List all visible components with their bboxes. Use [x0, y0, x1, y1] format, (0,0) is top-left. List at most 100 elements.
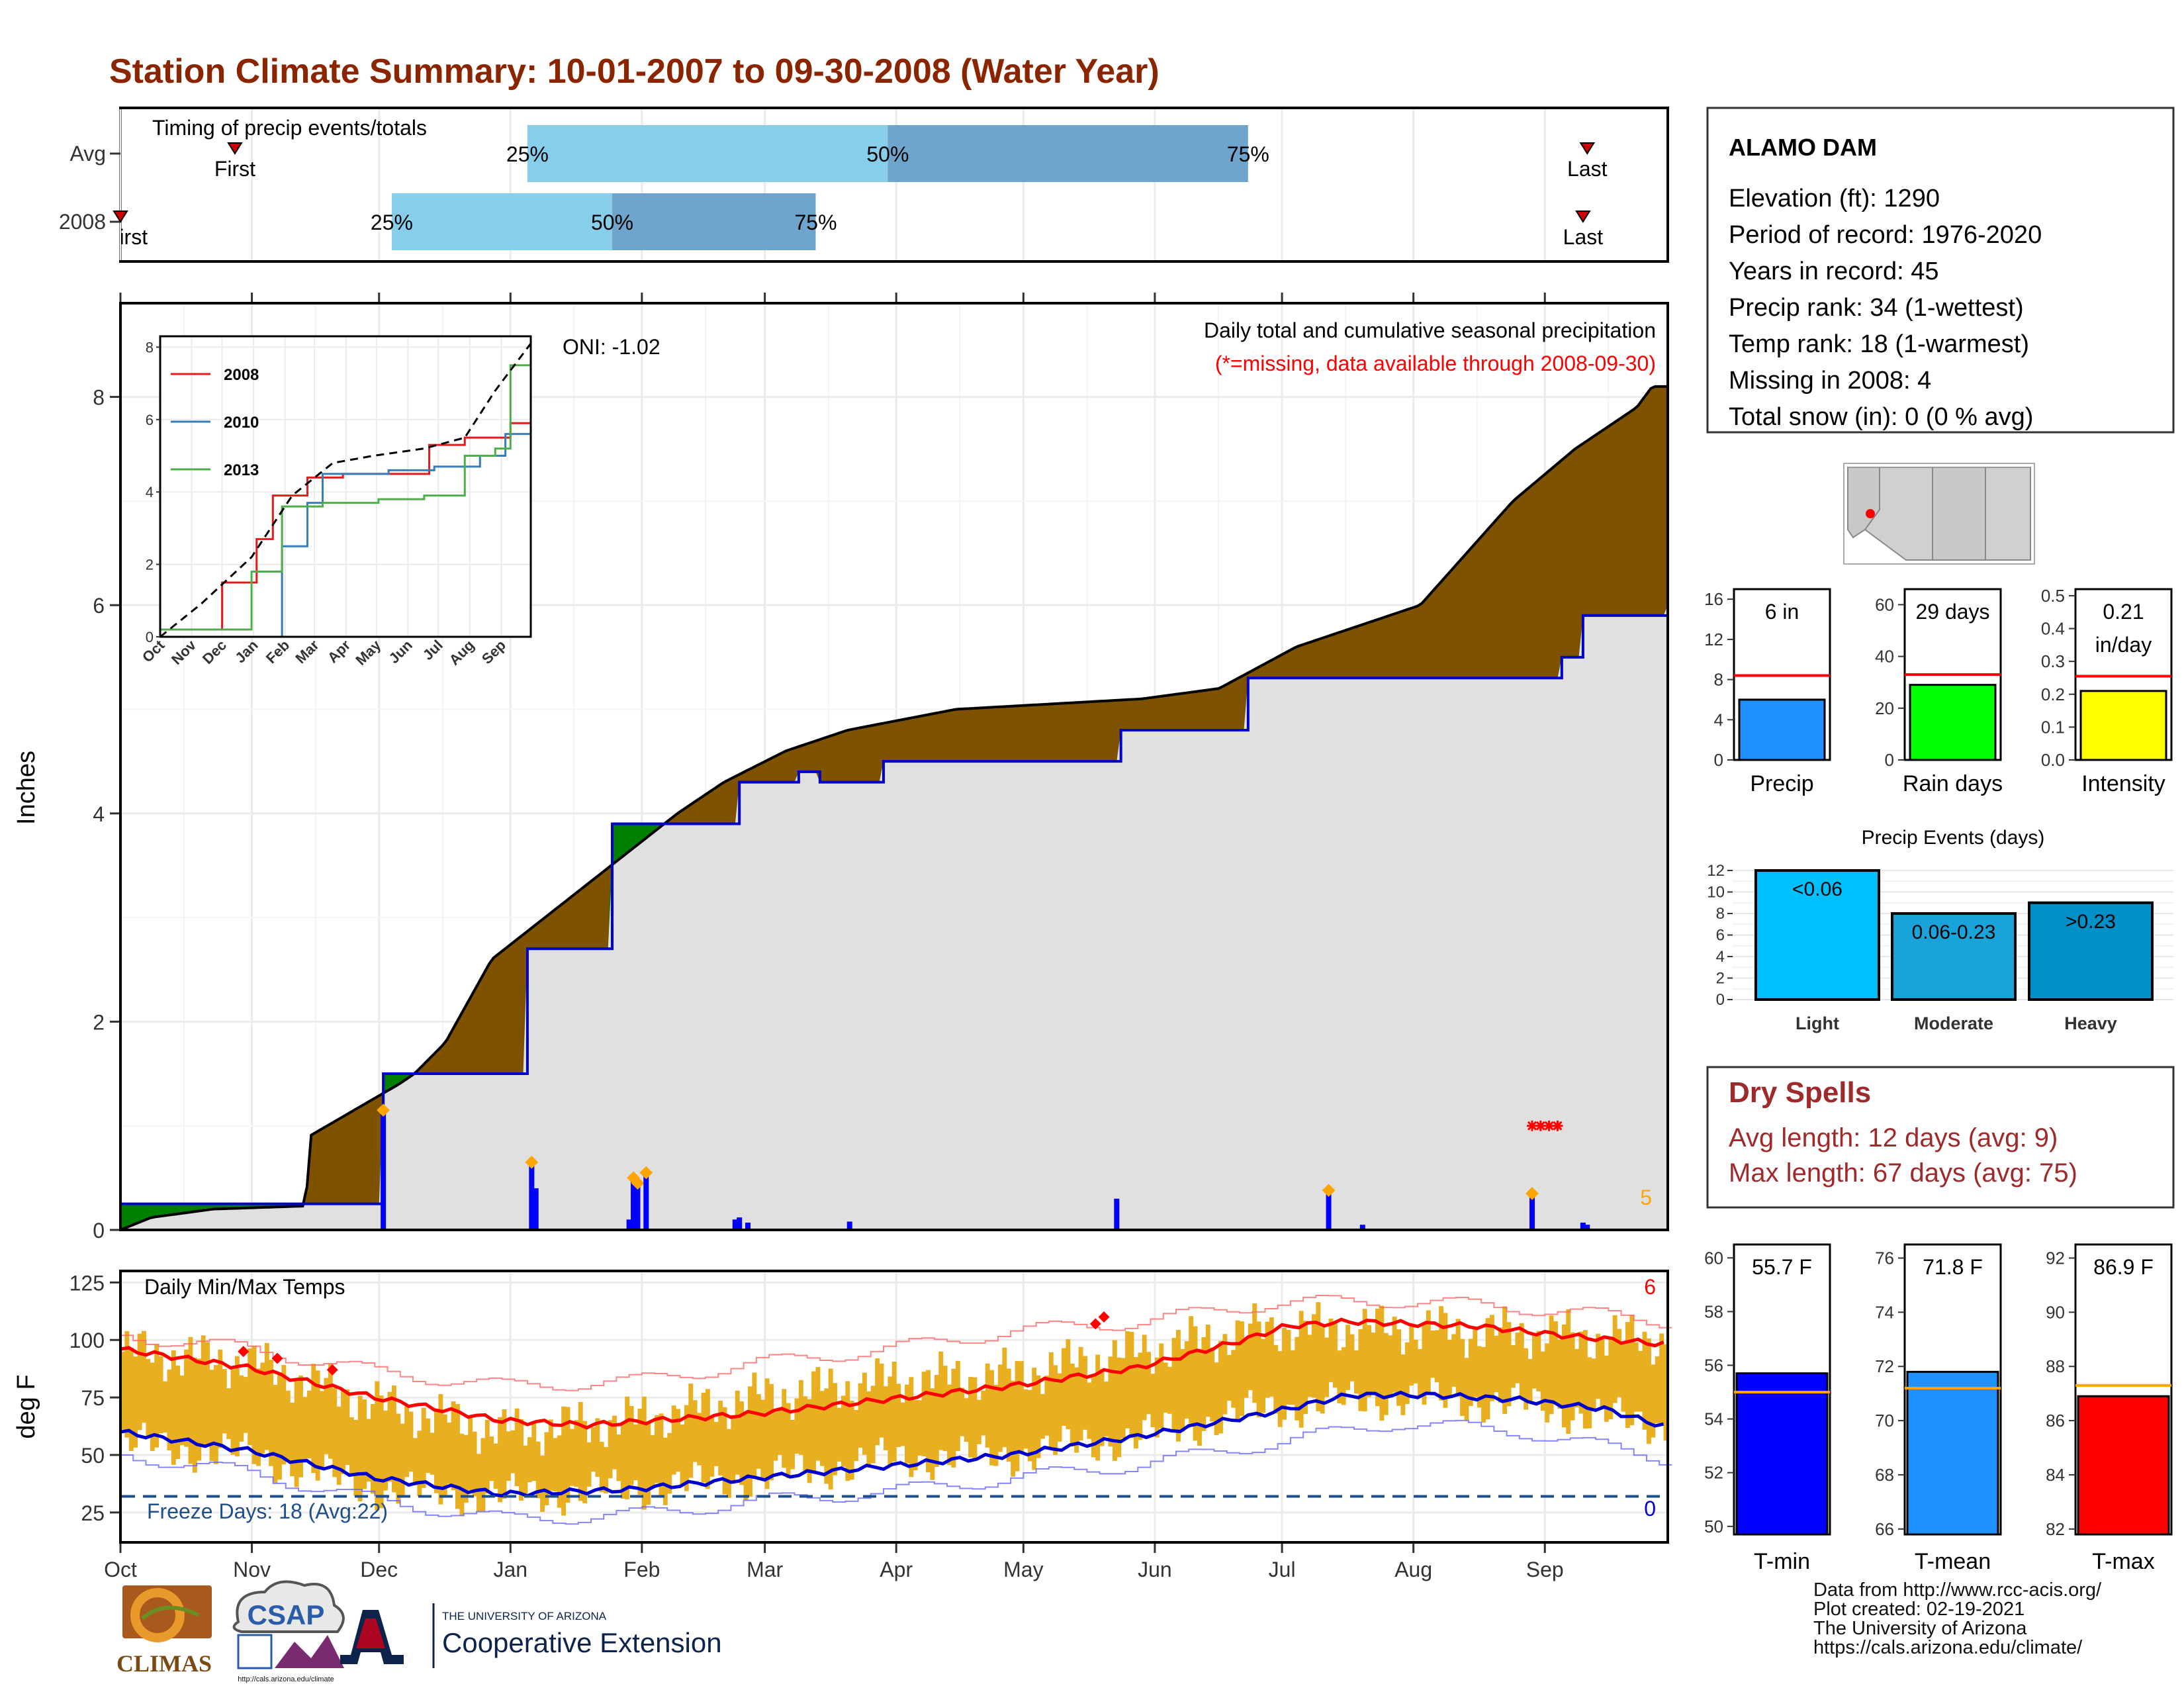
daily-temp-bar: [412, 1438, 418, 1485]
daily-temp-bar: [1053, 1365, 1058, 1455]
daily-temp-bar: [179, 1375, 185, 1446]
missing-data-marker: [1527, 1120, 1538, 1131]
daily-temp-bar: [451, 1401, 456, 1491]
daily-temp-bar: [752, 1372, 757, 1479]
daily-temp-bar: [960, 1387, 965, 1436]
small-bar-tick-label: 0.0: [2041, 750, 2065, 770]
daily-temp-bar: [273, 1384, 278, 1483]
temp-x-tick-label: Dec: [360, 1558, 398, 1581]
small-bar-tick-label: 0.3: [2041, 651, 2065, 671]
temp-bar-tick-label: 60: [1704, 1248, 1723, 1268]
daily-temp-bar: [1545, 1343, 1550, 1423]
daily-temp-bar: [976, 1399, 981, 1444]
daily-temp-bar: [1218, 1340, 1223, 1434]
daily-temp-bar: [1638, 1350, 1643, 1412]
daily-temp-bar: [447, 1422, 452, 1484]
daily-temp-bar: [1244, 1338, 1249, 1398]
daily-temp-bar: [375, 1381, 380, 1511]
inset-border: [159, 335, 532, 638]
missing-data-marker: [1535, 1120, 1546, 1131]
first-event-marker: [113, 211, 128, 223]
daily-precip-bar: [745, 1222, 751, 1230]
daily-temp-bar: [324, 1378, 329, 1454]
daily-temp-bar: [993, 1384, 999, 1466]
small-bar-tick-label: 16: [1704, 589, 1723, 609]
daily-temp-bar: [1655, 1356, 1660, 1423]
daily-temp-bar: [849, 1401, 854, 1480]
temp-daily-bars: [120, 1302, 1668, 1516]
avg-cumulative-line: [120, 385, 1668, 1231]
daily-temp-bar: [468, 1417, 473, 1490]
daily-temp-bar: [493, 1443, 498, 1489]
temp-y-tick-label: 25: [81, 1501, 105, 1525]
daily-temp-bar: [285, 1390, 291, 1462]
daily-temp-bar: [697, 1413, 702, 1466]
temp-bar-tick-label: 88: [2046, 1356, 2065, 1376]
daily-temp-bar: [1566, 1309, 1571, 1434]
last-event-marker: [1575, 211, 1591, 223]
daily-temp-bar: [243, 1377, 248, 1433]
station-info-box: ALAMO DAM Elevation (ft): 1290 Period of…: [1706, 107, 2175, 434]
daily-temp-bar: [891, 1361, 897, 1462]
temp-y-tick-label: 50: [81, 1444, 105, 1468]
daily-temp-bar: [1066, 1339, 1071, 1430]
small-bar-tick-label: 40: [1875, 647, 1894, 667]
daily-temp-bar: [662, 1437, 668, 1505]
daily-temp-bar: [175, 1365, 181, 1460]
daily-temp-bar: [684, 1405, 689, 1491]
daily-temp-bar: [1032, 1368, 1037, 1470]
inset-legend-label: 2008: [224, 366, 259, 384]
timing-panel: Timing of precip events/totals Avg 2008 …: [59, 107, 1669, 263]
daily-temp-bar: [1358, 1329, 1363, 1411]
daily-temp-bar: [281, 1365, 287, 1465]
daily-temp-bar: [302, 1397, 308, 1460]
daily-temp-bar: [1256, 1321, 1261, 1417]
daily-temp-bar: [362, 1399, 367, 1489]
daily-precip-bar: [1359, 1225, 1365, 1230]
daily-precip-bar: [1114, 1198, 1120, 1230]
temp-bar-value-label: 71.8 F: [1923, 1255, 1983, 1279]
daily-temp-bar: [535, 1441, 541, 1499]
temp-bar-tick-label: 76: [1875, 1248, 1894, 1268]
temp-bar-category-label: T-mean: [1915, 1549, 1991, 1574]
daily-temp-bar: [917, 1400, 923, 1456]
daily-temp-bar: [574, 1420, 579, 1487]
station-line: Years in record: 45: [1729, 258, 1939, 285]
daily-temp-bar: [1426, 1310, 1431, 1393]
daily-temp-bar: [1629, 1315, 1635, 1426]
daily-temp-bar: [769, 1383, 774, 1481]
daily-temp-bar: [782, 1389, 787, 1468]
temp-bar-category-label: T-max: [2092, 1549, 2154, 1574]
daily-temp-bar: [713, 1421, 719, 1466]
daily-temp-bar: [1175, 1330, 1181, 1442]
daily-temp-bar: [1184, 1341, 1189, 1419]
daily-temp-bar: [417, 1430, 422, 1497]
inset-legend-label: 2013: [224, 461, 259, 479]
event-category-label: Light: [1796, 1013, 1839, 1033]
timing-title: Timing of precip events/totals: [152, 116, 427, 140]
daily-temp-bar: [676, 1409, 681, 1472]
daily-temp-bar: [997, 1364, 1003, 1452]
daily-temp-bar: [1324, 1337, 1330, 1397]
daily-temp-bar: [1146, 1352, 1152, 1415]
daily-temp-bar: [489, 1436, 494, 1481]
precip-corner-count: 5: [1640, 1186, 1652, 1209]
daily-temp-bar: [1235, 1320, 1240, 1421]
inset-avg-line: [159, 343, 532, 638]
daily-temp-bar: [667, 1432, 672, 1494]
daily-temp-bar: [434, 1410, 439, 1493]
record-temp-marker: [1089, 1318, 1101, 1330]
record-temp-marker: [1098, 1311, 1110, 1323]
daily-temp-bar: [477, 1454, 481, 1512]
daily-temp-bar: [442, 1414, 447, 1496]
inset-series-line-2008: [160, 419, 532, 631]
daily-temp-bar: [1298, 1311, 1304, 1428]
daily-temp-bar: [1104, 1382, 1109, 1437]
daily-temp-bar: [1269, 1317, 1274, 1397]
daily-temp-bar: [1604, 1355, 1609, 1422]
daily-temp-bar: [1524, 1348, 1529, 1410]
daily-temp-bar: [328, 1364, 333, 1459]
university-of-arizona-logo: THE UNIVERSITY OF ARIZONA Cooperative Ex…: [340, 1603, 722, 1668]
daily-temp-bar: [862, 1372, 867, 1455]
